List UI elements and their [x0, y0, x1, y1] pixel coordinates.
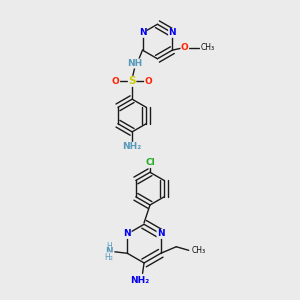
Text: N: N: [169, 28, 176, 38]
Text: Cl: Cl: [145, 158, 155, 167]
Text: O: O: [181, 43, 189, 52]
Text: N: N: [124, 230, 131, 238]
Text: O: O: [112, 77, 120, 86]
Text: O: O: [145, 77, 152, 86]
Text: CH₃: CH₃: [201, 43, 215, 52]
Text: NH: NH: [128, 59, 143, 68]
Text: S: S: [128, 76, 136, 86]
Text: CH₃: CH₃: [192, 246, 206, 255]
Text: H₂: H₂: [104, 253, 113, 262]
Text: N: N: [139, 28, 146, 38]
Text: NH₂: NH₂: [122, 142, 142, 151]
Text: H: H: [106, 242, 112, 251]
Text: NH₂: NH₂: [130, 276, 149, 285]
Text: N: N: [105, 247, 113, 256]
Text: N: N: [157, 230, 165, 238]
